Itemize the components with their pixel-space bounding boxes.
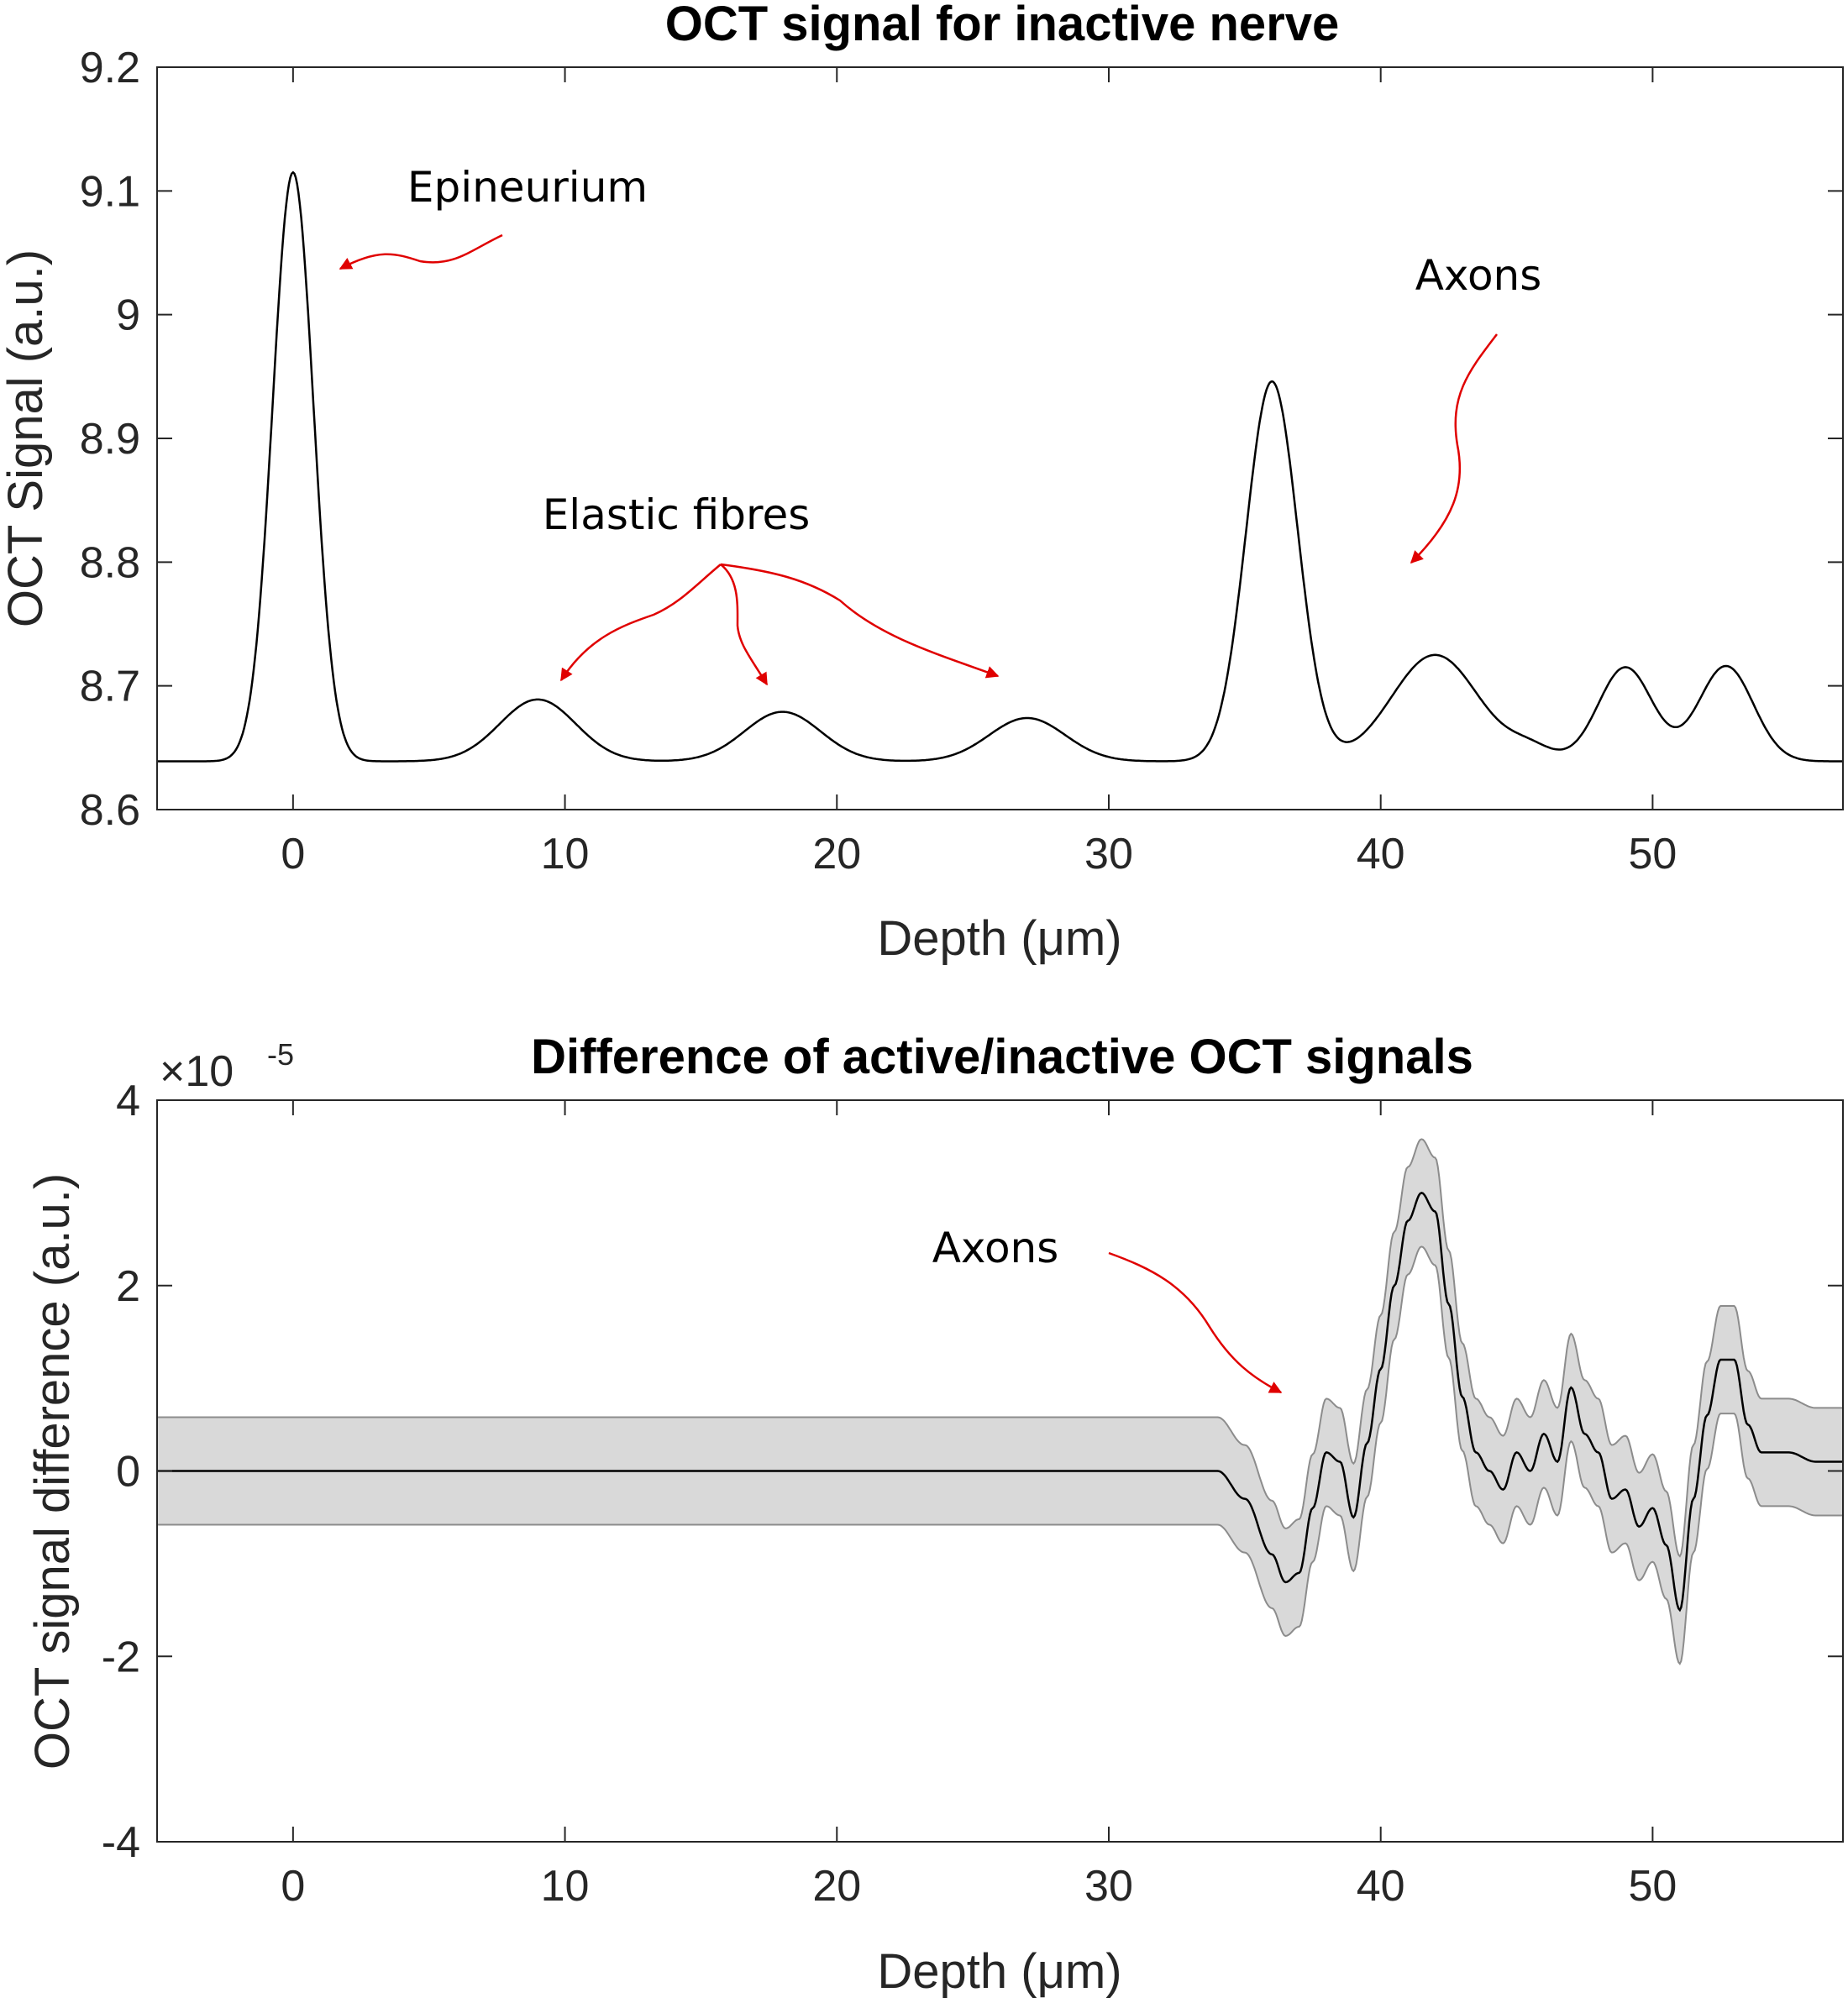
bottom-x-ticks: 0 10 20 30 40 50 [281,1100,1677,1911]
difference-mean-line [157,1192,1843,1612]
top-y-tick-label: 8.6 [80,786,140,835]
top-series-group [157,170,1843,763]
oct-signal-line [157,170,1843,763]
elastic-fibres-arrow-3 [720,563,1000,679]
top-y-tick-label: 8.8 [80,538,140,587]
bottom-x-tick-label: 10 [541,1862,590,1911]
annotation-elastic-fibres: Elastic fibres [543,490,811,539]
top-y-tick-label: 8.7 [80,663,140,711]
bottom-x-tick-label: 0 [281,1862,305,1911]
annotation-axons-bottom: Axons [932,1224,1059,1272]
bottom-x-tick-label: 50 [1628,1862,1677,1911]
bottom-chart-panel: Difference of active/inactive OCT signal… [25,1030,1844,1999]
bottom-y-tick-label: -4 [102,1818,140,1867]
top-y-tick-label: 9.1 [80,167,140,216]
top-y-tick-label: 9.2 [80,44,140,92]
elastic-fibres-arrow-1 [559,564,722,682]
axons-arrow-bottom [1108,1251,1283,1394]
exponent-power: -5 [267,1037,294,1072]
top-chart-title: OCT signal for inactive nerve [665,0,1340,51]
bottom-y-tick-label: 4 [116,1077,140,1125]
exponent-base: ×10 [160,1047,234,1096]
bottom-x-tick-label: 40 [1357,1862,1405,1911]
bottom-y-axis-label: OCT signal difference (a.u.) [25,1173,80,1770]
top-x-tick-label: 0 [281,830,305,878]
exponent-label: ×10 -5 [160,1037,294,1096]
difference-confidence-band [157,1139,1843,1665]
annotation-axons-top: Axons [1415,251,1542,300]
epineurium-arrow [339,233,503,270]
top-x-ticks: 0 10 20 30 40 50 [281,67,1677,878]
bottom-y-tick-label: 0 [116,1448,140,1497]
bottom-x-axis-label: Depth (μm) [877,1944,1121,1999]
top-x-tick-label: 50 [1628,830,1677,878]
top-y-tick-label: 9 [116,291,140,340]
top-y-axis-label: OCT Signal (a.u.) [0,249,53,627]
bottom-series-group [157,1138,1843,1665]
top-chart-panel: OCT signal for inactive nerve 0 10 20 30 40 5… [0,0,1844,966]
top-x-axis-label: Depth (μm) [877,911,1121,966]
elastic-fibres-arrow-2 [720,564,769,686]
top-x-tick-label: 30 [1084,830,1133,878]
annotation-epineurium: Epineurium [407,163,648,212]
top-y-tick-label: 8.9 [80,415,140,464]
top-x-tick-label: 10 [541,830,590,878]
difference-band-lower-edge [157,1245,1843,1665]
axons-arrow-top [1410,333,1498,564]
bottom-y-tick-label: -2 [102,1633,140,1681]
top-x-tick-label: 20 [812,830,861,878]
bottom-x-tick-label: 30 [1084,1862,1133,1911]
bottom-x-tick-label: 20 [812,1862,861,1911]
difference-band-upper-edge [157,1138,1843,1558]
bottom-y-tick-label: 2 [116,1262,140,1311]
top-y-ticks: 8.6 8.7 8.8 8.9 9 9.1 9.2 [80,44,1843,835]
bottom-y-ticks: -4 -2 0 2 4 [102,1077,1843,1867]
bottom-chart-title: Difference of active/inactive OCT signal… [531,1030,1473,1084]
top-x-tick-label: 40 [1357,830,1405,878]
